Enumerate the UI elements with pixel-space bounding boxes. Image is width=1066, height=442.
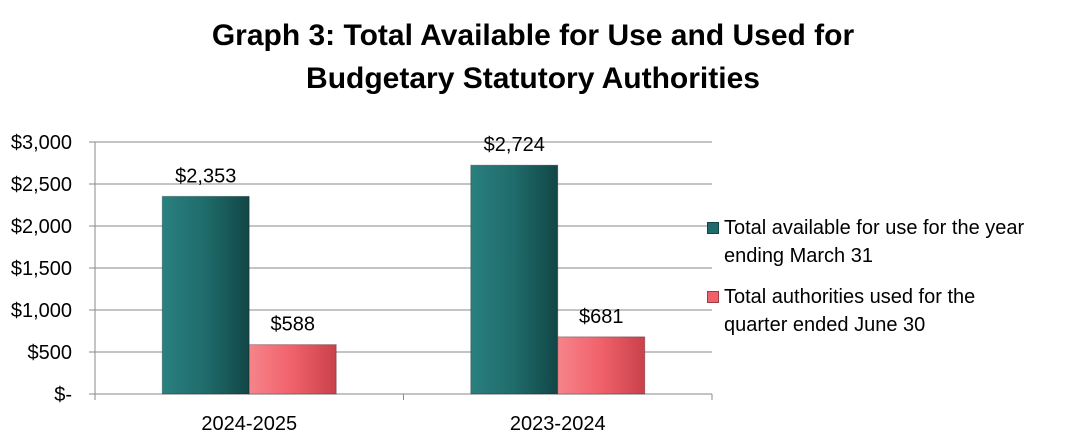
bars	[161, 164, 646, 395]
axes: $- $500 $1,000 $1,500 $2,000 $2,500 $3,000	[11, 132, 713, 406]
data-label: $588	[271, 314, 316, 336]
chart-title: Graph 3: Total Available for Use and Use…	[0, 14, 1066, 100]
legend-label-available-line-1: Total available for use for the year	[724, 217, 1025, 239]
y-tick-label: $1,000	[11, 300, 72, 322]
legend-label-available-line-2: ending March 31	[724, 245, 873, 267]
chart-title-line-2: Budgetary Statutory Authorities	[306, 62, 760, 95]
legend: Total available for use for the year end…	[706, 214, 1056, 352]
bar-available-2024-2025	[161, 195, 250, 395]
y-tick-label: $500	[28, 342, 73, 364]
y-tick-label: $2,000	[11, 216, 72, 238]
legend-swatch-used	[707, 291, 719, 303]
legend-item-used: Total authorities used for the quarter e…	[706, 283, 1056, 339]
bar-used-2023-2024	[557, 336, 646, 395]
labels: $2,353 $588 2024-2025 $2,724 $681 2023-2024	[175, 134, 623, 435]
x-category-label: 2024-2025	[201, 413, 297, 435]
data-label: $681	[579, 306, 624, 328]
legend-label-used-line-2: quarter ended June 30	[724, 314, 926, 336]
legend-item-available: Total available for use for the year end…	[706, 214, 1056, 270]
bar-used-2024-2025	[248, 344, 337, 395]
y-tick-label: $3,000	[11, 132, 72, 154]
bar-available-2023-2024	[470, 164, 559, 395]
y-tick-label: $-	[54, 384, 72, 406]
data-label: $2,724	[484, 134, 545, 156]
x-category-label: 2023-2024	[510, 413, 606, 435]
y-tick-label: $2,500	[11, 174, 72, 196]
y-tick-label: $1,500	[11, 258, 72, 280]
legend-label-used-line-1: Total authorities used for the	[724, 286, 976, 308]
data-label: $2,353	[175, 165, 236, 187]
chart-title-line-1: Graph 3: Total Available for Use and Use…	[211, 19, 855, 52]
legend-swatch-available	[707, 222, 719, 234]
